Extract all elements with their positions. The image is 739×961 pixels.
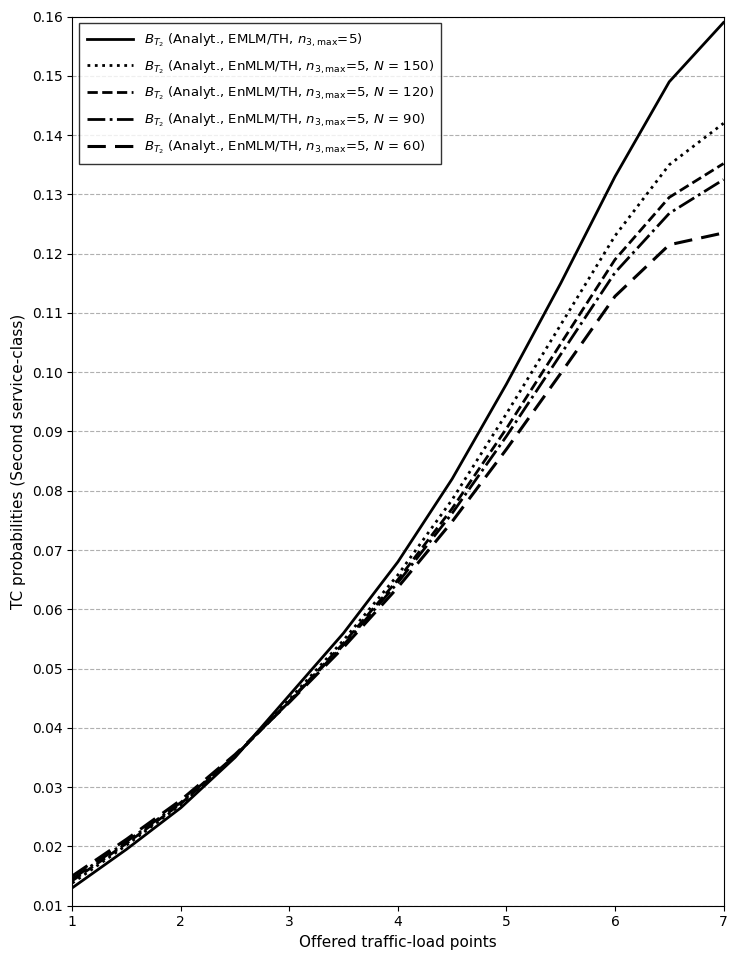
$B_{T_2}$ (Analyt., EnMLM/TH, $n_{3,\mathrm{max}}$=5, $N$ = 60) bbox=[556, 368, 565, 380]
$B_{T_2}$ (Analyt., EnMLM/TH, $n_{3,\mathrm{max}}$=5, $N$ = 120) bbox=[122, 838, 131, 850]
$B_{T_2}$ (Analyt., EnMLM/TH, $n_{3,\mathrm{max}}$=5, $N$ = 120) bbox=[68, 875, 77, 886]
Line: $B_{T_2}$ (Analyt., EnMLM/TH, $n_{3,\mathrm{max}}$=5, $N$ = 60): $B_{T_2}$ (Analyt., EnMLM/TH, $n_{3,\mat… bbox=[72, 233, 723, 876]
$B_{T_2}$ (Analyt., EnMLM/TH, $n_{3,\mathrm{max}}$=5, $N$ = 60) bbox=[68, 871, 77, 882]
$B_{T_2}$ (Analyt., EnMLM/TH, $n_{3,\mathrm{max}}$=5, $N$ = 150) bbox=[610, 230, 619, 241]
$B_{T_2}$ (Analyt., EnMLM/TH, $n_{3,\mathrm{max}}$=5, $N$ = 150) bbox=[122, 839, 131, 850]
$B_{T_2}$ (Analyt., EnMLM/TH, $n_{3,\mathrm{max}}$=5, $N$ = 60) bbox=[719, 227, 728, 238]
$B_{T_2}$ (Analyt., EnMLM/TH, $n_{3,\mathrm{max}}$=5, $N$ = 90) bbox=[285, 696, 294, 707]
$B_{T_2}$ (Analyt., EnMLM/TH, $n_{3,\mathrm{max}}$=5, $N$ = 150) bbox=[285, 694, 294, 705]
$B_{T_2}$ (Analyt., EnMLM/TH, $n_{3,\mathrm{max}}$=5, $N$ = 120) bbox=[177, 798, 185, 809]
Line: $B_{T_2}$ (Analyt., EnMLM/TH, $n_{3,\mathrm{max}}$=5, $N$ = 120): $B_{T_2}$ (Analyt., EnMLM/TH, $n_{3,\mat… bbox=[72, 163, 723, 880]
$B_{T_2}$ (Analyt., EMLM/TH, $n_{3,\mathrm{max}}$=5) bbox=[502, 379, 511, 390]
$B_{T_2}$ (Analyt., EnMLM/TH, $n_{3,\mathrm{max}}$=5, $N$ = 90) bbox=[231, 750, 239, 761]
$B_{T_2}$ (Analyt., EnMLM/TH, $n_{3,\mathrm{max}}$=5, $N$ = 90) bbox=[556, 349, 565, 360]
$B_{T_2}$ (Analyt., EnMLM/TH, $n_{3,\mathrm{max}}$=5, $N$ = 150) bbox=[502, 407, 511, 419]
$B_{T_2}$ (Analyt., EnMLM/TH, $n_{3,\mathrm{max}}$=5, $N$ = 120) bbox=[610, 254, 619, 265]
X-axis label: Offered traffic-load points: Offered traffic-load points bbox=[299, 935, 497, 949]
$B_{T_2}$ (Analyt., EnMLM/TH, $n_{3,\mathrm{max}}$=5, $N$ = 90) bbox=[502, 431, 511, 442]
$B_{T_2}$ (Analyt., EnMLM/TH, $n_{3,\mathrm{max}}$=5, $N$ = 90) bbox=[665, 208, 674, 219]
$B_{T_2}$ (Analyt., EMLM/TH, $n_{3,\mathrm{max}}$=5) bbox=[285, 689, 294, 701]
$B_{T_2}$ (Analyt., EnMLM/TH, $n_{3,\mathrm{max}}$=5, $N$ = 150) bbox=[231, 751, 239, 762]
$B_{T_2}$ (Analyt., EMLM/TH, $n_{3,\mathrm{max}}$=5) bbox=[177, 802, 185, 814]
$B_{T_2}$ (Analyt., EnMLM/TH, $n_{3,\mathrm{max}}$=5, $N$ = 120) bbox=[285, 696, 294, 707]
$B_{T_2}$ (Analyt., EMLM/TH, $n_{3,\mathrm{max}}$=5) bbox=[231, 752, 239, 763]
$B_{T_2}$ (Analyt., EnMLM/TH, $n_{3,\mathrm{max}}$=5, $N$ = 120) bbox=[665, 191, 674, 203]
$B_{T_2}$ (Analyt., EnMLM/TH, $n_{3,\mathrm{max}}$=5, $N$ = 90) bbox=[393, 577, 402, 588]
$B_{T_2}$ (Analyt., EnMLM/TH, $n_{3,\mathrm{max}}$=5, $N$ = 120) bbox=[502, 423, 511, 434]
$B_{T_2}$ (Analyt., EnMLM/TH, $n_{3,\mathrm{max}}$=5, $N$ = 150) bbox=[448, 494, 457, 505]
$B_{T_2}$ (Analyt., EMLM/TH, $n_{3,\mathrm{max}}$=5) bbox=[719, 16, 728, 28]
Legend: $B_{T_2}$ (Analyt., EMLM/TH, $n_{3,\mathrm{max}}$=5), $B_{T_2}$ (Analyt., EnMLM/: $B_{T_2}$ (Analyt., EMLM/TH, $n_{3,\math… bbox=[79, 23, 441, 163]
$B_{T_2}$ (Analyt., EnMLM/TH, $n_{3,\mathrm{max}}$=5, $N$ = 150) bbox=[393, 569, 402, 580]
$B_{T_2}$ (Analyt., EnMLM/TH, $n_{3,\mathrm{max}}$=5, $N$ = 120) bbox=[719, 158, 728, 169]
$B_{T_2}$ (Analyt., EMLM/TH, $n_{3,\mathrm{max}}$=5) bbox=[393, 556, 402, 568]
$B_{T_2}$ (Analyt., EnMLM/TH, $n_{3,\mathrm{max}}$=5, $N$ = 150) bbox=[68, 877, 77, 889]
Line: $B_{T_2}$ (Analyt., EMLM/TH, $n_{3,\mathrm{max}}$=5): $B_{T_2}$ (Analyt., EMLM/TH, $n_{3,\math… bbox=[72, 22, 723, 888]
$B_{T_2}$ (Analyt., EnMLM/TH, $n_{3,\mathrm{max}}$=5, $N$ = 150) bbox=[556, 319, 565, 331]
$B_{T_2}$ (Analyt., EnMLM/TH, $n_{3,\mathrm{max}}$=5, $N$ = 90) bbox=[122, 836, 131, 848]
$B_{T_2}$ (Analyt., EnMLM/TH, $n_{3,\mathrm{max}}$=5, $N$ = 120) bbox=[448, 503, 457, 514]
$B_{T_2}$ (Analyt., EnMLM/TH, $n_{3,\mathrm{max}}$=5, $N$ = 60) bbox=[231, 749, 239, 760]
$B_{T_2}$ (Analyt., EnMLM/TH, $n_{3,\mathrm{max}}$=5, $N$ = 120) bbox=[231, 751, 239, 762]
$B_{T_2}$ (Analyt., EnMLM/TH, $n_{3,\mathrm{max}}$=5, $N$ = 150) bbox=[177, 800, 185, 811]
$B_{T_2}$ (Analyt., EnMLM/TH, $n_{3,\mathrm{max}}$=5, $N$ = 60) bbox=[122, 833, 131, 845]
$B_{T_2}$ (Analyt., EnMLM/TH, $n_{3,\mathrm{max}}$=5, $N$ = 60) bbox=[610, 290, 619, 302]
$B_{T_2}$ (Analyt., EnMLM/TH, $n_{3,\mathrm{max}}$=5, $N$ = 150) bbox=[339, 634, 348, 646]
$B_{T_2}$ (Analyt., EnMLM/TH, $n_{3,\mathrm{max}}$=5, $N$ = 90) bbox=[68, 874, 77, 885]
Line: $B_{T_2}$ (Analyt., EnMLM/TH, $n_{3,\mathrm{max}}$=5, $N$ = 90): $B_{T_2}$ (Analyt., EnMLM/TH, $n_{3,\mat… bbox=[72, 180, 723, 879]
$B_{T_2}$ (Analyt., EnMLM/TH, $n_{3,\mathrm{max}}$=5, $N$ = 120) bbox=[339, 637, 348, 649]
Y-axis label: TC probabilities (Second service-class): TC probabilities (Second service-class) bbox=[11, 313, 26, 608]
$B_{T_2}$ (Analyt., EnMLM/TH, $n_{3,\mathrm{max}}$=5, $N$ = 90) bbox=[719, 174, 728, 185]
$B_{T_2}$ (Analyt., EnMLM/TH, $n_{3,\mathrm{max}}$=5, $N$ = 150) bbox=[665, 159, 674, 170]
$B_{T_2}$ (Analyt., EMLM/TH, $n_{3,\mathrm{max}}$=5) bbox=[68, 882, 77, 894]
$B_{T_2}$ (Analyt., EMLM/TH, $n_{3,\mathrm{max}}$=5) bbox=[122, 844, 131, 855]
$B_{T_2}$ (Analyt., EnMLM/TH, $n_{3,\mathrm{max}}$=5, $N$ = 60) bbox=[448, 516, 457, 528]
$B_{T_2}$ (Analyt., EnMLM/TH, $n_{3,\mathrm{max}}$=5, $N$ = 60) bbox=[339, 641, 348, 653]
$B_{T_2}$ (Analyt., EMLM/TH, $n_{3,\mathrm{max}}$=5) bbox=[665, 76, 674, 87]
$B_{T_2}$ (Analyt., EnMLM/TH, $n_{3,\mathrm{max}}$=5, $N$ = 90) bbox=[177, 797, 185, 808]
$B_{T_2}$ (Analyt., EnMLM/TH, $n_{3,\mathrm{max}}$=5, $N$ = 120) bbox=[556, 338, 565, 350]
$B_{T_2}$ (Analyt., EMLM/TH, $n_{3,\mathrm{max}}$=5) bbox=[556, 278, 565, 289]
$B_{T_2}$ (Analyt., EnMLM/TH, $n_{3,\mathrm{max}}$=5, $N$ = 90) bbox=[610, 267, 619, 279]
$B_{T_2}$ (Analyt., EMLM/TH, $n_{3,\mathrm{max}}$=5) bbox=[339, 628, 348, 639]
$B_{T_2}$ (Analyt., EnMLM/TH, $n_{3,\mathrm{max}}$=5, $N$ = 60) bbox=[177, 795, 185, 806]
Line: $B_{T_2}$ (Analyt., EnMLM/TH, $n_{3,\mathrm{max}}$=5, $N$ = 150): $B_{T_2}$ (Analyt., EnMLM/TH, $n_{3,\mat… bbox=[72, 123, 723, 883]
$B_{T_2}$ (Analyt., EnMLM/TH, $n_{3,\mathrm{max}}$=5, $N$ = 60) bbox=[665, 239, 674, 251]
$B_{T_2}$ (Analyt., EMLM/TH, $n_{3,\mathrm{max}}$=5) bbox=[610, 171, 619, 183]
$B_{T_2}$ (Analyt., EnMLM/TH, $n_{3,\mathrm{max}}$=5, $N$ = 60) bbox=[502, 443, 511, 455]
$B_{T_2}$ (Analyt., EnMLM/TH, $n_{3,\mathrm{max}}$=5, $N$ = 120) bbox=[393, 574, 402, 585]
$B_{T_2}$ (Analyt., EnMLM/TH, $n_{3,\mathrm{max}}$=5, $N$ = 90) bbox=[339, 639, 348, 651]
$B_{T_2}$ (Analyt., EnMLM/TH, $n_{3,\mathrm{max}}$=5, $N$ = 60) bbox=[285, 697, 294, 708]
$B_{T_2}$ (Analyt., EnMLM/TH, $n_{3,\mathrm{max}}$=5, $N$ = 90) bbox=[448, 507, 457, 519]
$B_{T_2}$ (Analyt., EnMLM/TH, $n_{3,\mathrm{max}}$=5, $N$ = 150) bbox=[719, 117, 728, 129]
$B_{T_2}$ (Analyt., EnMLM/TH, $n_{3,\mathrm{max}}$=5, $N$ = 60) bbox=[393, 581, 402, 593]
$B_{T_2}$ (Analyt., EMLM/TH, $n_{3,\mathrm{max}}$=5) bbox=[448, 473, 457, 484]
